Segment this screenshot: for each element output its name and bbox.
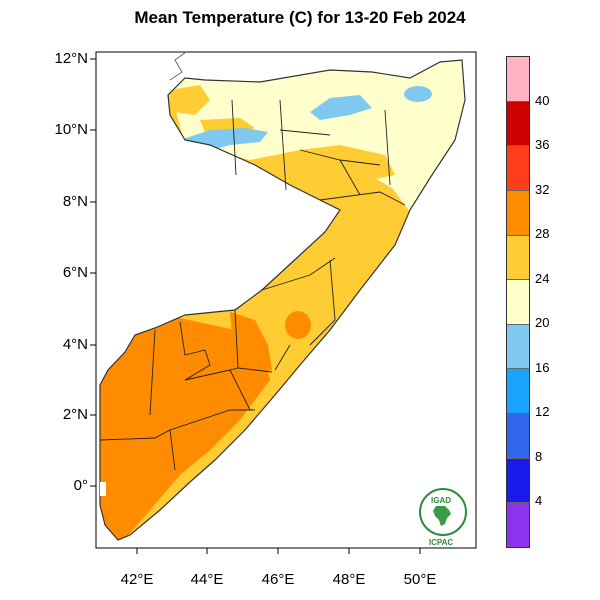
colorbar-segment [507,100,529,146]
band-16-20-central [310,95,372,120]
colorbar-segment [507,145,529,190]
colorbar-segment [507,279,529,324]
colorbar-label: 28 [535,226,550,241]
colorbar-label: 16 [535,360,550,375]
admin-boundaries [99,99,406,471]
colorbar-label: 36 [535,137,550,152]
logo-igad-text: IGAD [431,496,451,505]
band-28-32-central [230,312,272,375]
colorbar-labels: 40 36 32 28 24 20 16 12 8 4 [535,0,575,600]
colorbar-segment [507,413,529,458]
band-16-20-east [404,86,432,102]
colorbar-label: 12 [535,404,550,419]
colorbar-segment [507,323,529,369]
band-24-28-north-west [170,85,210,115]
colorbar-label: 4 [535,493,543,508]
lon-ticks [136,548,421,554]
colorbar-label: 32 [535,182,550,197]
colorbar-label: 40 [535,93,550,108]
colorbar-segment [507,368,529,414]
no-data-patch [100,482,106,496]
neighbor-border [169,51,187,81]
colorbar-label: 24 [535,271,550,286]
band-28-32-spot [285,311,311,339]
colorbar [506,56,530,548]
colorbar-segment [507,57,529,101]
colorbar-segment [507,234,529,280]
colorbar-segment [507,189,529,235]
logo-icpac-text: ICPAC [428,538,454,547]
igad-icpac-logo: IGAD ICPAC [417,488,467,548]
colorbar-label: 20 [535,315,550,330]
colorbar-segment [507,457,529,503]
band-28-32-south [100,300,270,540]
band-24-28-north-central [300,145,395,180]
colorbar-label: 8 [535,449,543,464]
somalia-outline [99,59,466,541]
colorbar-segment [507,502,529,548]
map-title: Mean Temperature (C) for 13-20 Feb 2024 [134,8,466,27]
africa-map-icon [433,506,451,526]
lat-ticks [90,58,96,487]
